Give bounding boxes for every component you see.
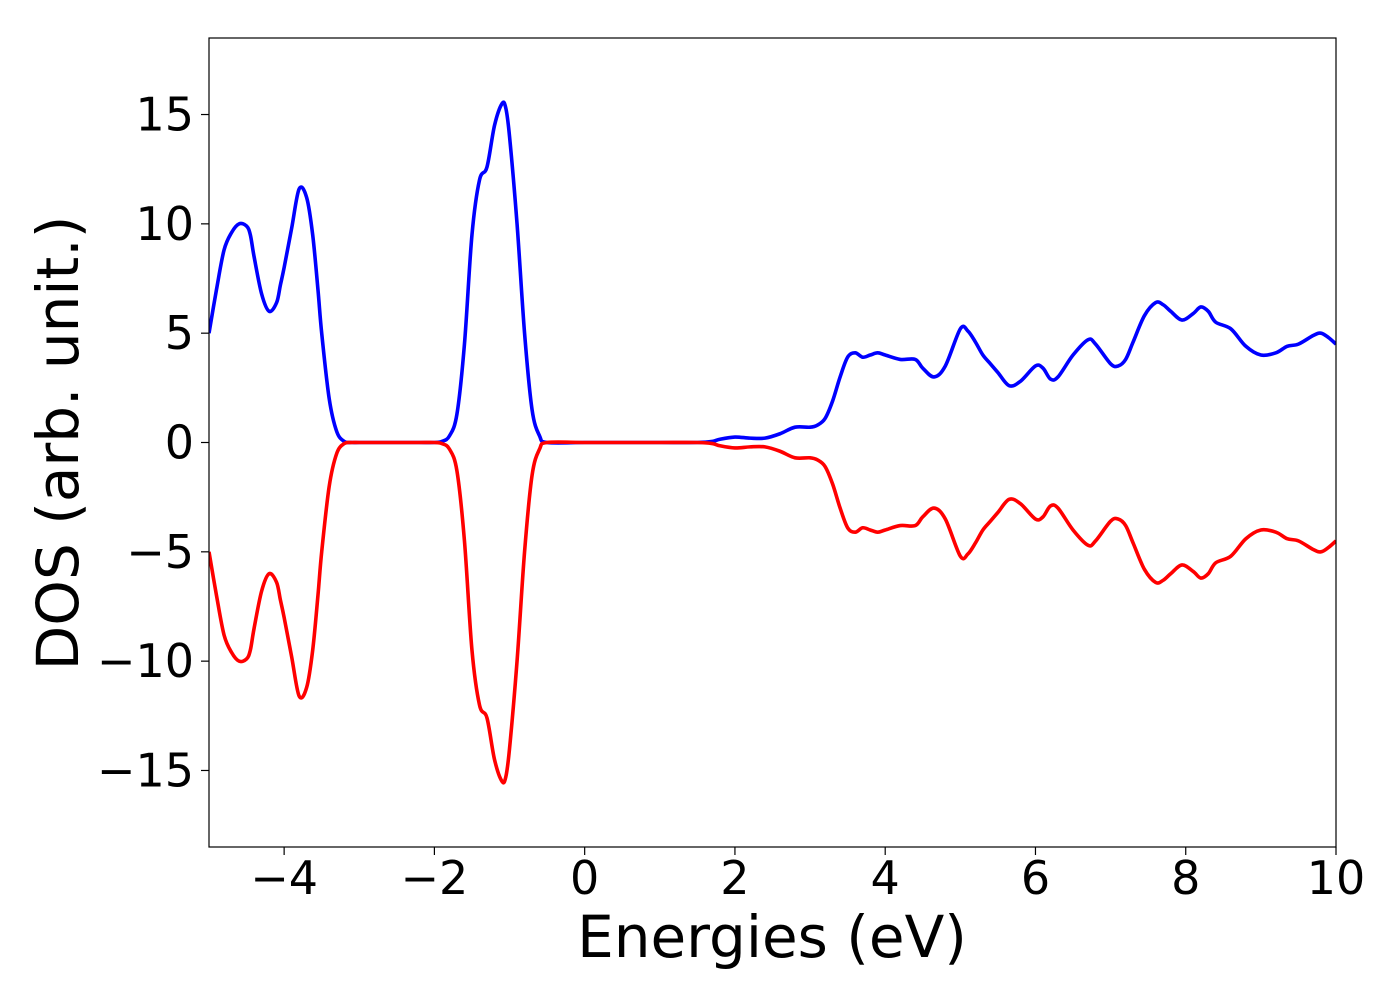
y-tick-label: 10 xyxy=(135,197,194,251)
y-tick-label: −15 xyxy=(97,743,194,797)
y-tick-label: −5 xyxy=(126,525,194,579)
x-tick-label: −4 xyxy=(250,851,318,905)
x-tick-label: 10 xyxy=(1307,851,1366,905)
x-axis-label: Energies (eV) xyxy=(577,903,967,971)
x-axis-ticks: −4 −2 0 2 4 6 8 10 xyxy=(250,847,1365,905)
x-tick-label: 2 xyxy=(720,851,749,905)
x-tick-label: 8 xyxy=(1171,851,1200,905)
x-tick-label: 4 xyxy=(871,851,900,905)
series-layer xyxy=(209,100,1336,785)
y-axis-ticks: 15 10 5 0 −5 −10 −15 xyxy=(97,88,209,797)
x-tick-label: 0 xyxy=(570,851,599,905)
y-tick-label: 5 xyxy=(165,306,194,360)
series-line-spin-up xyxy=(209,100,1336,445)
x-tick-label: −2 xyxy=(400,851,468,905)
y-axis-label: DOS (arb. unit.) xyxy=(24,216,92,671)
y-tick-label: −10 xyxy=(97,634,194,688)
y-tick-label: 15 xyxy=(135,88,194,142)
series-line-spin-down xyxy=(209,440,1336,785)
x-tick-label: 6 xyxy=(1021,851,1050,905)
y-tick-label: 0 xyxy=(165,416,194,470)
